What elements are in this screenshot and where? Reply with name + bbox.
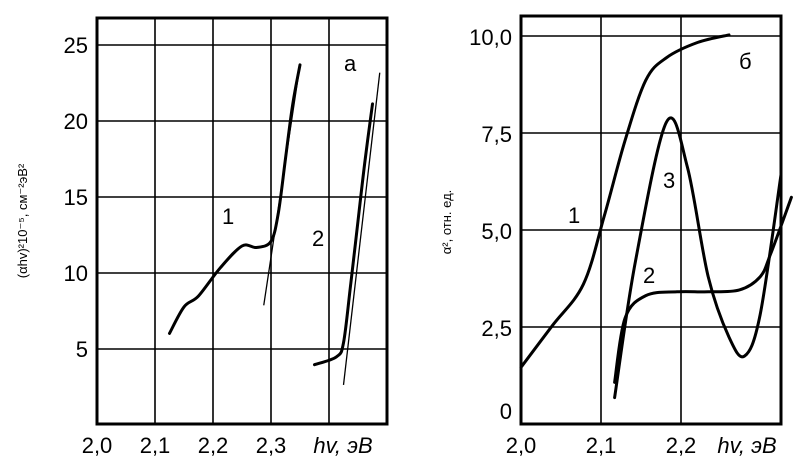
x-axis-title: hv, эВ [313, 433, 372, 458]
curve-label: 1 [568, 203, 580, 228]
x-tick-label: 2,2 [666, 433, 697, 458]
x-tick-label: 2,0 [82, 433, 113, 458]
y-tick-label: 7,5 [481, 122, 512, 147]
plot-frame [519, 14, 783, 426]
y-tick-label: 5 [76, 337, 88, 362]
y-tick-label: 0 [500, 399, 512, 424]
y-tick-label: 15 [64, 185, 88, 210]
curve-3 [613, 116, 783, 400]
curve-label: 2 [643, 263, 655, 288]
curve-label: 1 [222, 204, 234, 229]
panel-letter: б [739, 49, 752, 74]
plot-frame [95, 16, 389, 426]
x-tick-label: 2,1 [140, 433, 171, 458]
panel-a: 25 20 15 10 5 2,0 2,1 2,2 2,3 hv, эВ (αh… [15, 16, 389, 458]
x-tick-label: 2,2 [198, 433, 229, 458]
y-tick-label: 25 [64, 33, 88, 58]
x-axis-title: hv, эВ [717, 433, 776, 458]
x-tick-label: 2,0 [506, 433, 537, 458]
y-axis-title: α², отн. ед. [439, 190, 454, 255]
panel-letter: а [344, 51, 357, 76]
curve-1 [168, 63, 302, 335]
curve-label: 3 [663, 168, 675, 193]
panel-b: 10,0 7,5 5,0 2,5 0 2,0 2,1 2,2 hv, эВ α²… [439, 14, 793, 458]
y-tick-label: 2,5 [481, 316, 512, 341]
y-tick-label: 10 [64, 261, 88, 286]
y-axis-title: (αhv)²10⁻⁵, см⁻²эВ² [15, 163, 30, 278]
x-tick-label: 2,1 [586, 433, 617, 458]
y-tick-label: 10,0 [469, 25, 512, 50]
curve-2 [313, 102, 374, 367]
tangent-line-2 [342, 72, 381, 386]
y-tick-label: 5,0 [481, 219, 512, 244]
curve-label: 2 [312, 226, 324, 251]
x-tick-label: 2,3 [256, 433, 287, 458]
curve-1 [519, 33, 731, 369]
y-tick-label: 20 [64, 109, 88, 134]
